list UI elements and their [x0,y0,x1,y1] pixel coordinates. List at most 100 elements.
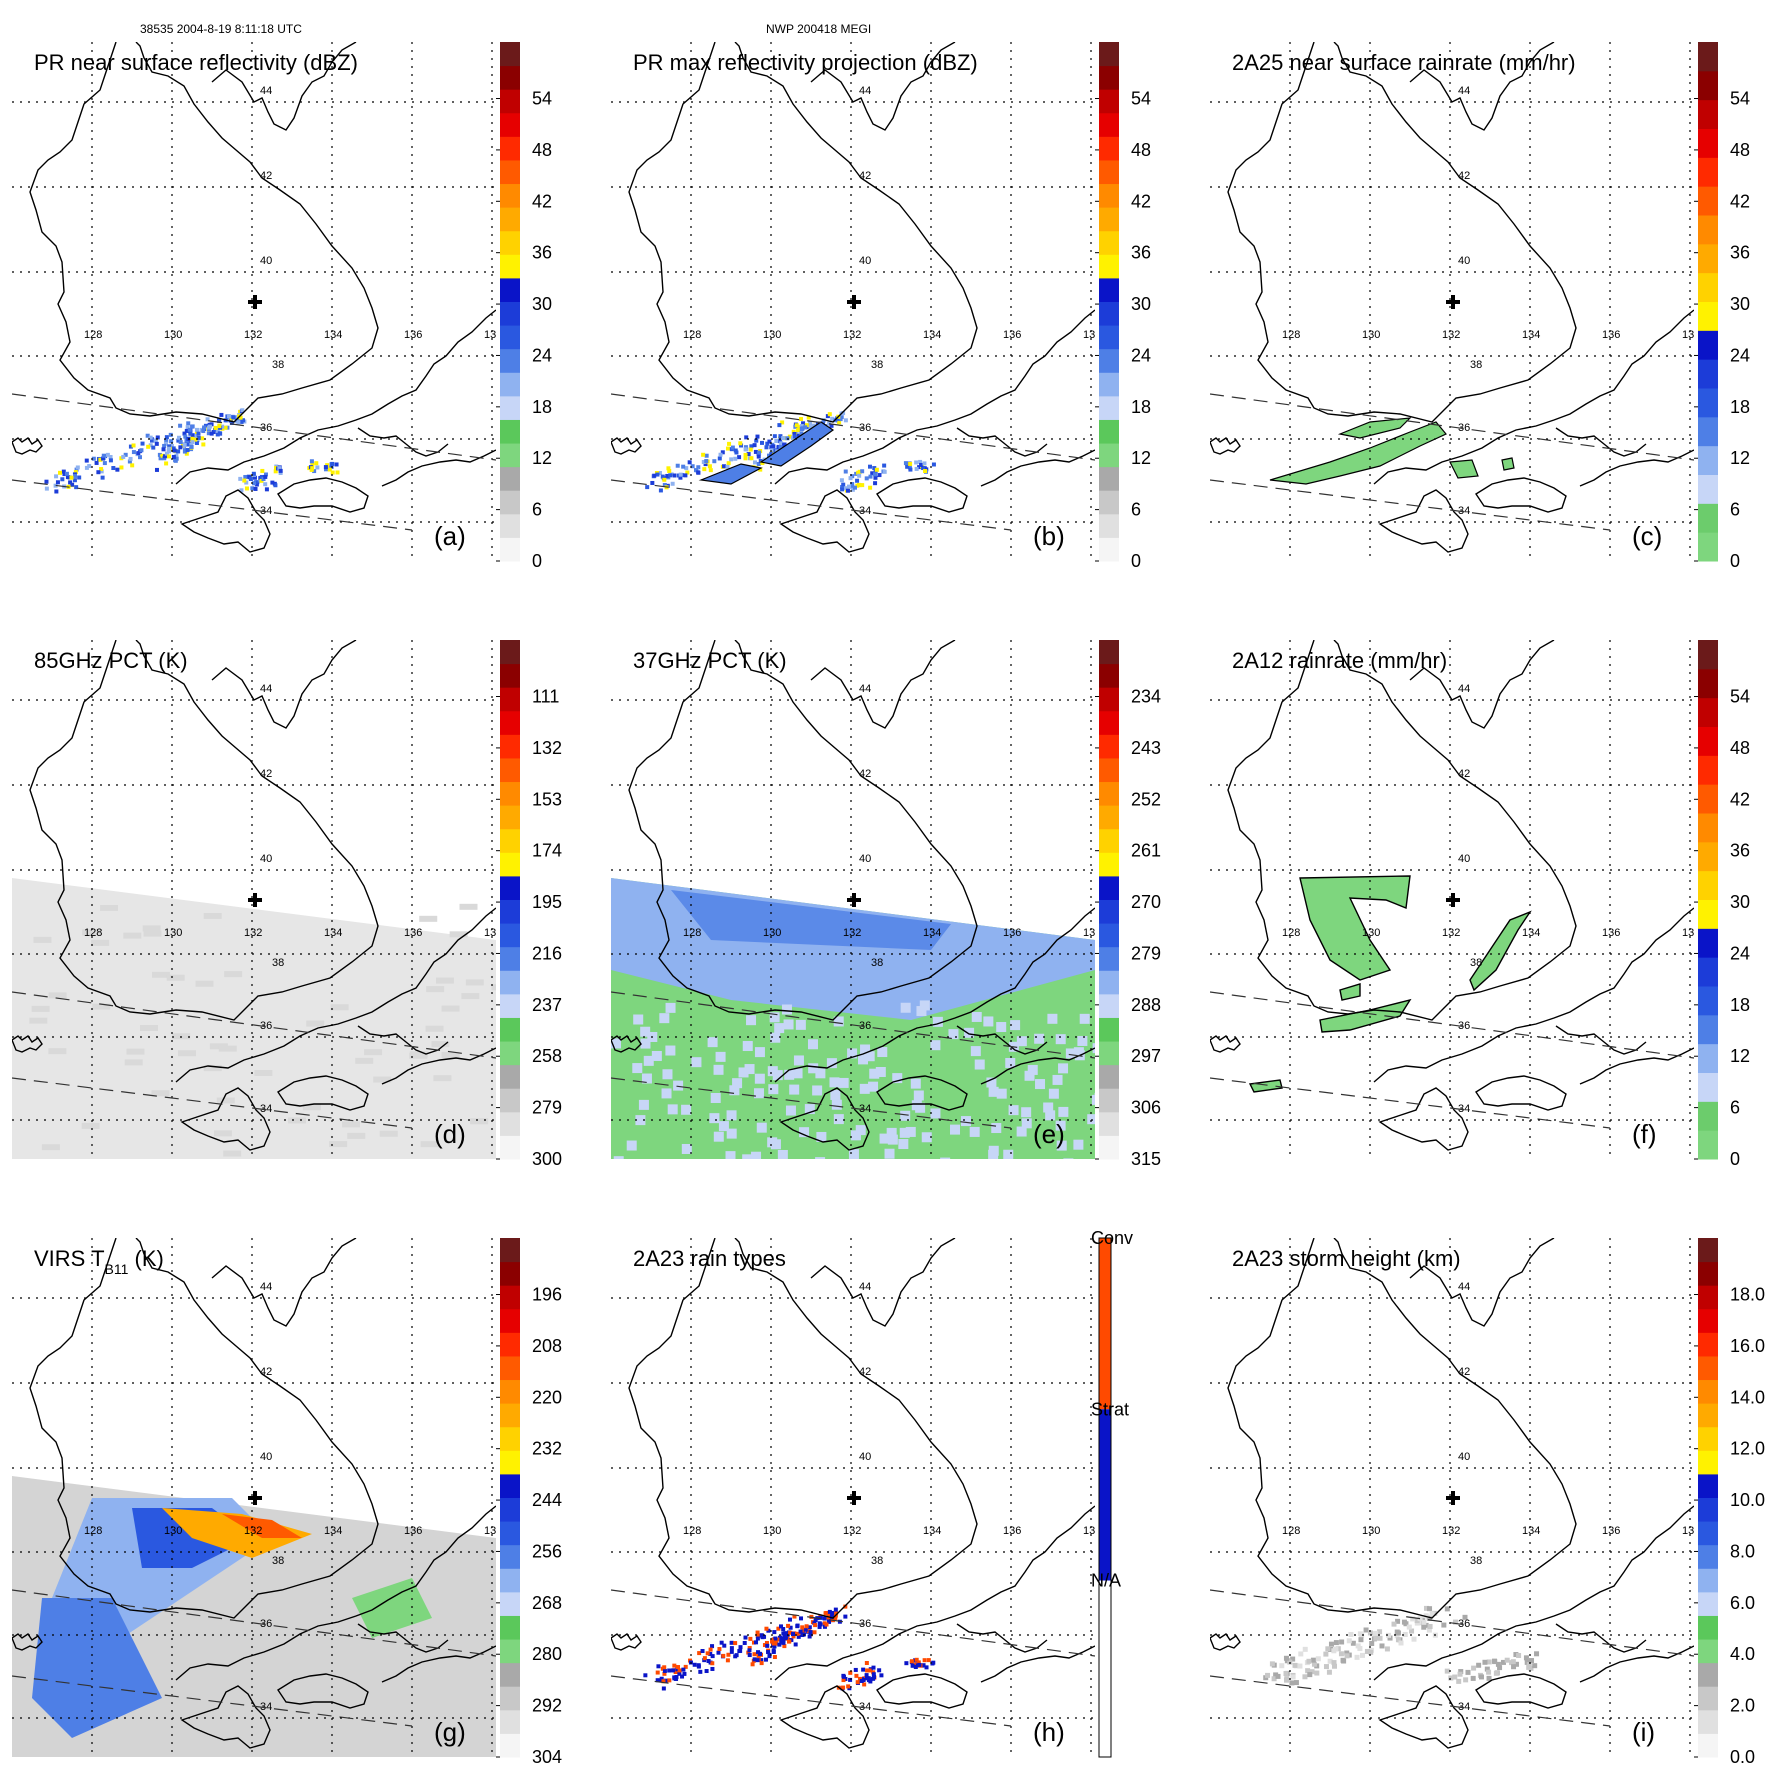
rain-pixel [726,1652,731,1657]
field-pixel [643,1055,654,1066]
panel-title: 2A12 rainrate (mm/hr) [1232,648,1447,673]
rain-pixel [139,448,144,453]
rain-pixel [244,486,249,491]
rain-pixel [718,452,723,457]
rain-pixel [729,1640,734,1645]
rain-pixel [54,474,59,479]
colorbar-a: 0 6 12 18 24 30 36 42 48 54 [496,42,552,571]
colorbar-segment [1698,1332,1718,1357]
latitude-label: 44 [859,1281,871,1293]
colorbar-tick-label: 54 [1131,89,1151,109]
latitude-label: 34 [859,1701,871,1713]
rain-pixel [264,487,269,492]
coastline [774,907,1095,1083]
swath-edge-north [12,991,496,1059]
rain-pixel [278,468,283,473]
storm-center-marker [1446,1491,1460,1505]
field-pixel [379,1130,398,1137]
field-pixel [288,1117,307,1124]
rain-pixel [812,423,817,428]
field-pixel [785,1105,796,1116]
field-pixel [707,1037,718,1048]
panel-letter: (i) [1632,1717,1655,1747]
longitude-label: 130 [763,329,781,341]
rain-pixel [791,1632,796,1637]
rain-pixel [808,421,813,426]
rain-pixel [661,1686,666,1691]
longitude-label: 130 [164,1525,182,1537]
colorbar-tick-label: 16.0 [1730,1336,1765,1356]
latitude-label: 38 [871,1555,883,1567]
colorbar-segment [500,1261,520,1286]
colorbar-frame [1098,1237,1112,1758]
colorbar-tick-label: 54 [1730,687,1750,707]
rain-pixel [1341,1658,1347,1664]
rain-pixel [1357,1631,1363,1637]
rain-pixel [843,418,848,423]
rain-pixel [1423,1613,1429,1619]
rain-pixel [53,483,58,488]
rain-pixel [841,482,846,487]
swath-edge-south [12,1077,413,1129]
longitude-label: 128 [1282,1525,1300,1537]
colorbar-segment [1698,1379,1718,1404]
colorbar-segment [500,112,520,137]
latitude-label: 34 [859,505,871,517]
rain-pixel [773,1636,778,1641]
field-pixel [151,971,170,978]
longitude-label: 130 [1362,927,1380,939]
field-pixel [808,1063,819,1074]
coastline [1227,1238,1577,1619]
field-pixel [673,1080,684,1091]
colorbar-segment [500,301,520,326]
colorbar-segment [500,1355,520,1381]
field-pixel [829,1077,840,1088]
colorbar-segment [1099,466,1119,491]
rain-pixel [178,445,183,450]
rain-pixel [857,1676,862,1681]
field-pixel [948,1029,959,1040]
rain-pixel [826,1613,831,1618]
coastline [12,437,43,455]
field-pixel [859,1083,870,1094]
colorbar-segment [500,513,520,538]
colorbar-segment [1698,1733,1718,1758]
rain-pixel [865,1668,870,1673]
colorbar-segment [1698,668,1718,699]
swath-edge-south [1210,479,1611,531]
rain-pixel [1354,1654,1360,1660]
field-pixel [848,1149,859,1159]
coastline [1579,1645,1694,1683]
colorbar-tick-label: Conv [1091,1228,1133,1248]
colorbar-segment [1099,1111,1119,1136]
rain-pixel [870,471,875,476]
colorbar-segment [1698,243,1718,274]
rain-pixel [1307,1672,1313,1678]
field-pixel [638,1099,649,1110]
rain-pixel [194,440,199,445]
rain-pixel [916,1660,921,1665]
colorbar-segment [1099,970,1119,995]
rain-pixel [220,426,225,431]
rain-pixel [1269,1661,1275,1667]
rain-pixel [807,1634,812,1639]
rain-pixel [874,467,879,472]
colorbar-tick-label: 280 [532,1644,562,1664]
rain-pixel [722,464,727,469]
rain-pixel [64,471,69,476]
rain-pixel [1456,1678,1462,1684]
rain-region [1449,459,1479,479]
rain-pixel [217,424,222,429]
rain-pixel [1297,1663,1303,1669]
coastline [980,1645,1095,1683]
rain-pixel [778,445,783,450]
rain-pixel [750,1662,755,1667]
rain-pixel [830,416,835,421]
rain-pixel [667,1668,672,1673]
colorbar-segment [1698,1308,1718,1333]
rain-pixel [1452,1619,1458,1625]
colorbar-tick-label: 0 [1730,1149,1740,1169]
coastline [774,309,1095,485]
field-pixel [203,912,222,919]
